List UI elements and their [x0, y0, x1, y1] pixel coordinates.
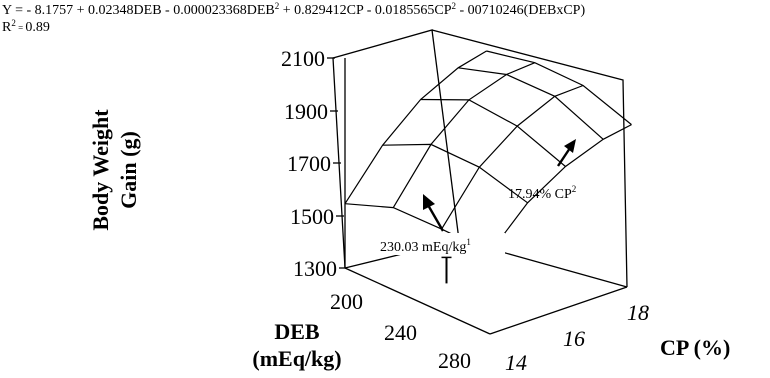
z-tick-label: 1900 [284, 99, 328, 124]
surface-line-const-cp [458, 67, 604, 140]
cp-tick-label: 14 [505, 350, 527, 375]
surface-line-const-cp [382, 143, 528, 204]
z-tick-label: 1300 [293, 256, 337, 281]
response-surface [344, 50, 632, 284]
annotation-deb-sup: 1 [466, 237, 471, 247]
annotation-deb-label: 230.03 mEq/kg [380, 240, 466, 255]
annotation-cp-optimum: 17.94% CP2 [508, 139, 576, 202]
r-squared-sep: = [16, 23, 26, 33]
annotation-cp-text: 17.94% CP2 [508, 184, 576, 202]
arrow-deb-optimum [426, 204, 445, 232]
r-squared: R2 = 0.89 [2, 18, 50, 35]
surface-line-const-cp [420, 98, 566, 167]
z-tick-label: 1500 [290, 204, 334, 229]
back-wall-right [431, 29, 628, 288]
annotation-cp-sup: 2 [572, 184, 577, 194]
deb-axis: 200 240 280 DEB (mEq/kg) [252, 289, 471, 373]
z-axis: 2100 1900 1700 1500 1300 [281, 46, 347, 281]
deb-tick-label: 200 [330, 289, 363, 314]
deb-tick-label: 280 [438, 348, 471, 373]
regression-equation: Y = - 8.1757 + 0.02348DEB - 0.000023368D… [2, 1, 585, 18]
equation-sup-2: 2 [452, 1, 457, 11]
annotation-deb-optimum: 230.03 mEq/kg1 [377, 194, 505, 255]
deb-axis-title-line2: (mEq/kg) [252, 346, 341, 371]
r-squared-value: 0.89 [25, 20, 50, 35]
equation-sup-1: 2 [275, 1, 280, 11]
cp-axis: 18 16 14 CP (%) [505, 300, 730, 375]
equation-part-1: Y = - 8.1757 + 0.02348DEB - 0.000023368D… [2, 3, 275, 18]
cp-tick-label: 16 [563, 326, 585, 351]
floor-front-deb [344, 267, 491, 335]
z-tick-label: 1700 [287, 151, 331, 176]
z-axis-title-line1: Body Weight [88, 109, 113, 231]
deb-axis-title-line1: DEB [274, 319, 320, 344]
arrowhead-deb-optimum [423, 194, 435, 210]
cp-tick-label: 18 [627, 300, 649, 325]
equation-part-3: - 00710246(DEBxCP) [456, 3, 585, 18]
z-tick-label: 2100 [281, 46, 325, 71]
annotation-deb-text: 230.03 mEq/kg1 [380, 237, 471, 255]
annotation-cp-label: 17.94% CP [508, 187, 572, 202]
deb-tick-label: 240 [384, 320, 417, 345]
surface-line-const-deb [344, 50, 487, 205]
r-squared-label: R [2, 20, 12, 35]
arrowhead-cp-optimum [564, 139, 576, 153]
annotation-deb-background [377, 233, 505, 255]
plot-frame [332, 29, 628, 335]
surface-line-const-deb [392, 62, 536, 208]
cp-axis-title: CP (%) [660, 335, 730, 360]
r-squared-sup: 2 [11, 18, 16, 28]
equation-part-2: + 0.829412CP - 0.0185565CP [279, 3, 452, 18]
z-axis-title: Body Weight Gain (g) [88, 109, 141, 231]
z-axis-title-line2: Gain (g) [116, 131, 141, 209]
arrow-cp-optimum [557, 147, 571, 167]
surface-line-const-cp [486, 50, 632, 126]
floor-front-cp [489, 286, 628, 335]
